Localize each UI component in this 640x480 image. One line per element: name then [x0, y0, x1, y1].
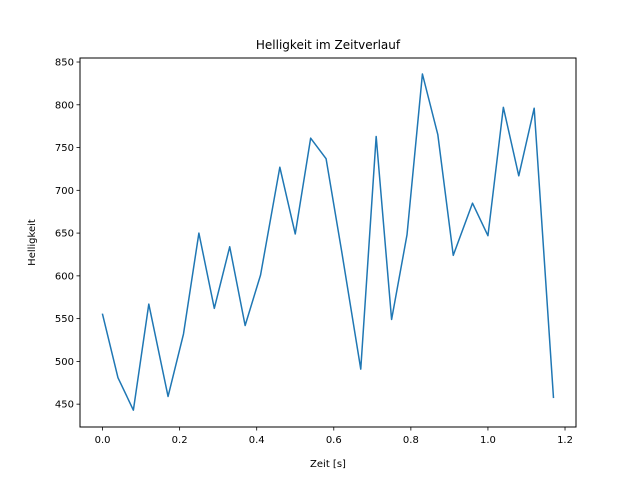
x-tick-label: 0.6 [326, 435, 342, 446]
y-tick-label: 750 [55, 143, 74, 154]
x-tick-label: 1.2 [557, 435, 573, 446]
plot-area [101, 73, 555, 411]
x-axis: 0.0 0.2 0.4 0.6 0.8 1.0 1.2 [95, 427, 573, 446]
chart-title: Helligkeit im Zeitverlauf [256, 38, 401, 52]
x-tick-label: 0.4 [249, 435, 265, 446]
y-axis: 450 500 550 600 650 700 750 800 850 [55, 58, 80, 411]
x-axis-label: Zeit [s] [310, 459, 346, 470]
y-tick-label: 650 [55, 229, 74, 240]
x-tick-label: 0.8 [403, 435, 419, 446]
y-tick-label: 500 [55, 357, 74, 368]
y-axis-label: Helligkeit [27, 219, 38, 266]
x-tick-label: 0.2 [172, 435, 188, 446]
y-tick-label: 800 [55, 100, 74, 111]
x-tick-label: 1.0 [480, 435, 496, 446]
y-tick-label: 700 [55, 186, 74, 197]
y-tick-label: 450 [55, 400, 74, 411]
y-tick-label: 600 [55, 271, 74, 282]
y-tick-label: 850 [55, 58, 74, 69]
y-tick-label: 550 [55, 314, 74, 325]
x-tick-label: 0.0 [95, 435, 111, 446]
plot-frame [79, 57, 577, 428]
